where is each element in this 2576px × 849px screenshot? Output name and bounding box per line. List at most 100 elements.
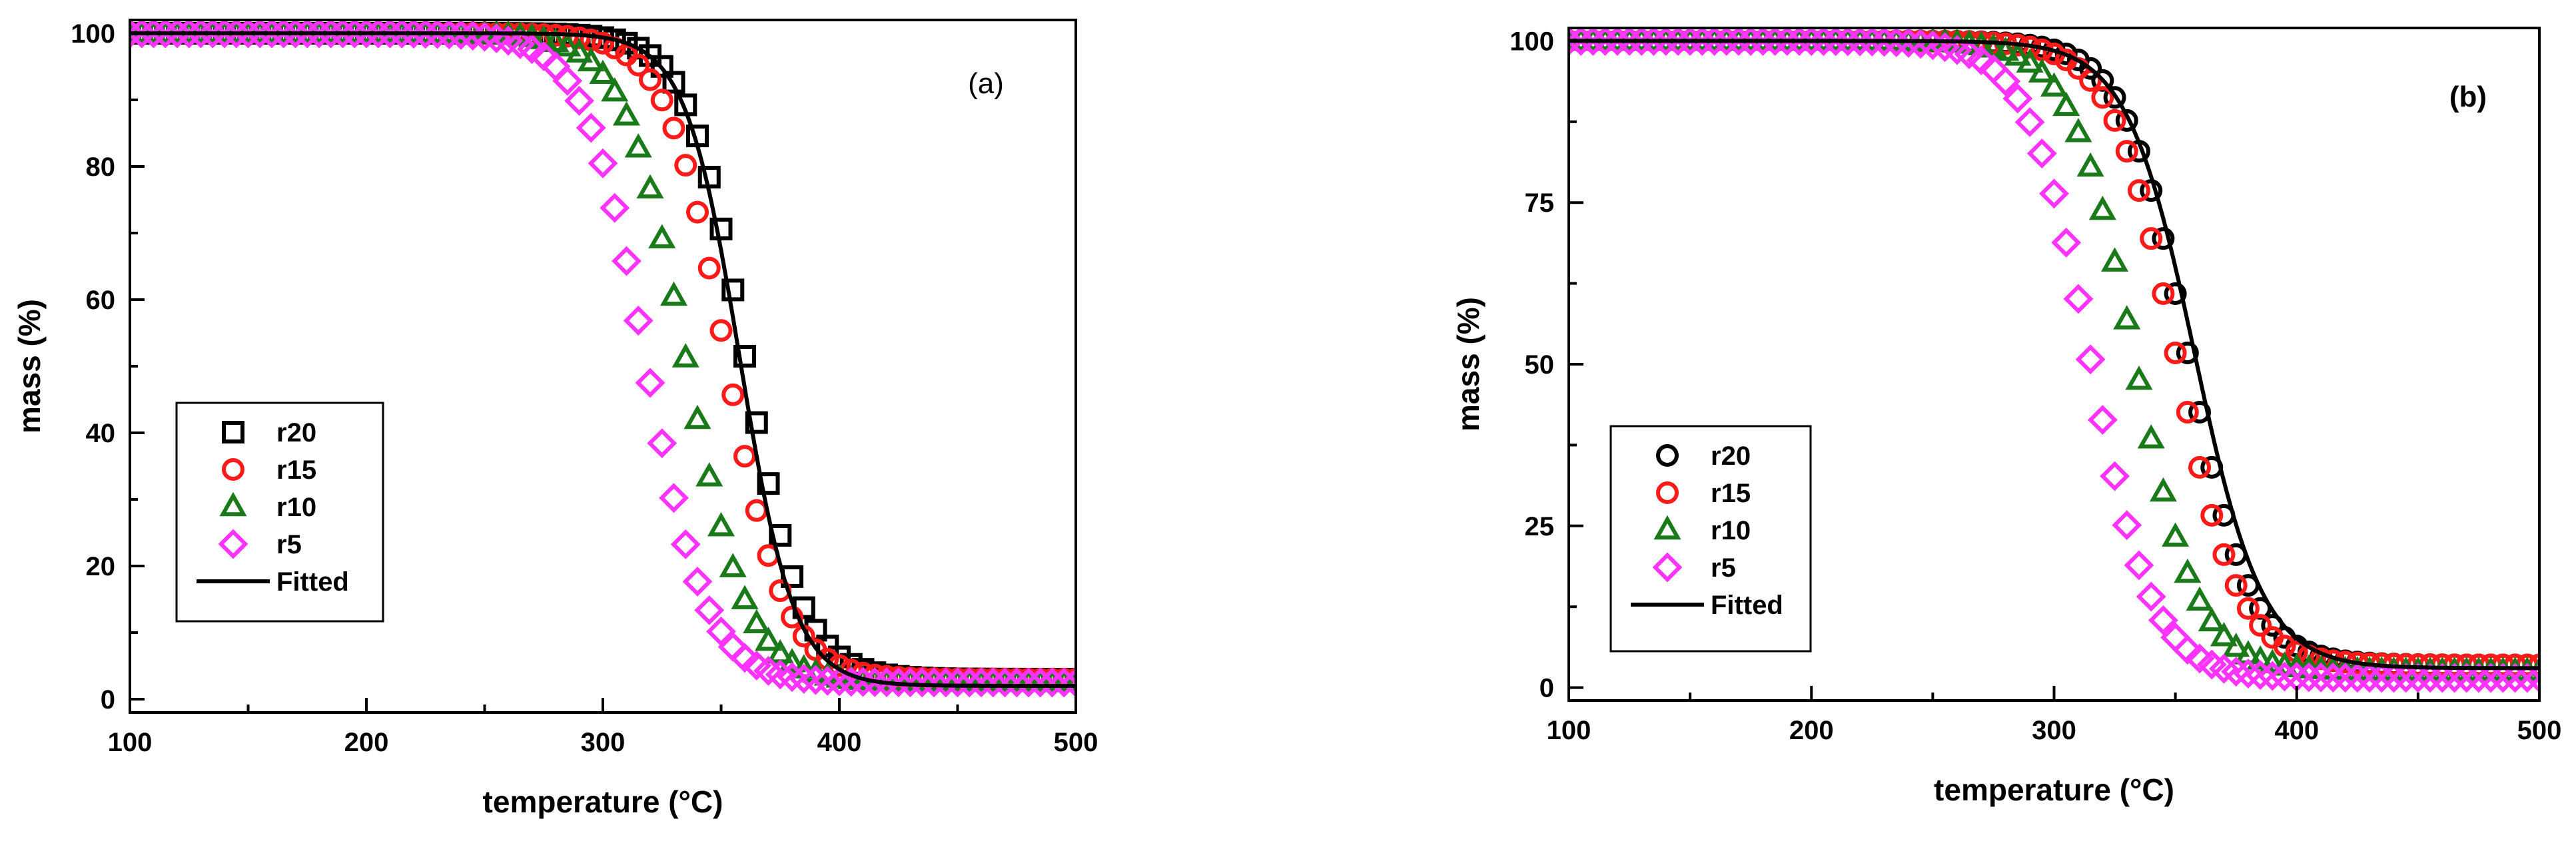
data-point-r15: [662, 117, 685, 140]
data-point-r10: [2186, 586, 2214, 611]
data-point-r5: [1651, 28, 1681, 56]
data-point-r5: [1990, 66, 2021, 97]
y-tick-label: 50: [1525, 350, 1555, 380]
data-point-r10: [577, 47, 605, 72]
data-point-r5: [2294, 662, 2324, 693]
data-point-r5: [256, 20, 287, 49]
legend-marker-r15: [222, 458, 244, 481]
x-axis-title: temperature (°C): [1934, 772, 2174, 807]
data-point-r5: [647, 428, 677, 459]
data-point-r5: [729, 643, 760, 673]
data-point-r10: [2052, 91, 2080, 117]
data-point-r10: [636, 174, 664, 198]
data-point-r5: [2354, 663, 2385, 693]
y-tick-label: 75: [1525, 188, 1555, 218]
data-point-r5: [1699, 28, 1729, 56]
chart-panel-b: 100 200 300 400 500 0 25 50 75 100 temperature (°C…: [1451, 27, 2561, 807]
data-point-r5: [895, 667, 925, 698]
y-tick-label: 0: [1539, 674, 1554, 703]
x-tick-label: 500: [1054, 728, 1098, 757]
data-point-r15: [2164, 342, 2187, 365]
data-point-r10: [2246, 645, 2274, 670]
data-point-r5: [2257, 661, 2288, 691]
data-point-r5: [398, 20, 429, 49]
data-point-r5: [2063, 284, 2094, 314]
data-point-r20: [733, 345, 756, 368]
data-point-r5: [978, 667, 1009, 698]
data-point-r10: [589, 59, 617, 85]
data-point-r5: [386, 20, 417, 49]
data-point-r5: [966, 667, 997, 698]
data-point-r5: [328, 20, 358, 49]
data-point-r5: [2512, 663, 2539, 693]
data-point-r5: [1747, 28, 1778, 56]
data-point-r5: [789, 663, 819, 694]
data-point-r5: [2051, 227, 2082, 258]
data-point-r5: [174, 20, 205, 49]
data-point-r5: [2330, 663, 2361, 693]
data-point-r20: [2079, 57, 2102, 80]
data-point-r10: [2016, 48, 2044, 73]
legend-label: Fitted: [276, 567, 349, 597]
data-point-r5: [1687, 28, 1717, 56]
data-point-r5: [2075, 344, 2106, 375]
x-axis-title: temperature (°C): [483, 784, 723, 819]
data-point-r5: [2500, 663, 2531, 693]
data-point-r5: [2439, 663, 2469, 693]
data-point-r5: [907, 667, 937, 698]
data-point-r5: [824, 666, 855, 697]
data-point-r5: [1796, 28, 1827, 57]
data-point-r5: [2391, 663, 2421, 693]
data-point-r20: [757, 472, 780, 495]
data-point-r5: [2318, 663, 2348, 693]
panel-label: (b): [2449, 81, 2487, 113]
data-point-r15: [592, 31, 614, 55]
data-point-r10: [648, 224, 676, 248]
data-point-r10: [2076, 152, 2104, 177]
data-point-r5: [1857, 28, 1887, 57]
legend-label: r15: [1711, 479, 1751, 508]
data-point-r10: [731, 585, 759, 609]
data-point-r10: [612, 101, 641, 126]
data-point-r5: [1639, 28, 1669, 56]
data-point-r5: [1893, 28, 1924, 58]
data-point-r15: [2236, 597, 2260, 620]
legend-marker-r5: [218, 529, 248, 559]
data-point-r5: [2209, 653, 2239, 684]
data-point-r20: [2176, 342, 2199, 365]
data-point-r5: [2087, 405, 2118, 435]
data-point-r10: [601, 77, 629, 102]
y-tick-label: 0: [101, 685, 115, 714]
panel-label: (a): [968, 67, 1004, 100]
x-tick-label: 200: [1789, 716, 1834, 745]
data-point-r10: [2162, 522, 2190, 547]
x-tick-label: 200: [344, 728, 389, 757]
data-point-r5: [410, 20, 441, 49]
data-point-r5: [1013, 667, 1044, 698]
data-point-r15: [697, 256, 721, 280]
legend: r20 r15 r10 r5 Fitted: [1609, 425, 1812, 653]
data-point-r15: [733, 445, 756, 468]
legend-marker-r10: [219, 491, 247, 517]
data-point-r15: [650, 89, 673, 112]
legend-label: r10: [276, 493, 316, 522]
data-point-r5: [1809, 28, 1839, 57]
data-point-r20: [615, 31, 638, 55]
data-point-r5: [954, 667, 985, 698]
data-point-r20: [2103, 86, 2126, 109]
x-tick-label: 500: [2517, 716, 2562, 745]
y-tick-label: 40: [86, 419, 116, 448]
data-point-r15: [2249, 614, 2272, 637]
legend: r20 r15 r10 r5 Fitted: [175, 402, 384, 623]
data-point-r5: [1821, 28, 1851, 57]
data-point-r15: [2188, 455, 2212, 479]
data-point-r15: [781, 605, 803, 629]
data-point-r10: [542, 27, 570, 53]
data-point-r5: [351, 20, 382, 49]
data-point-r10: [2028, 58, 2056, 83]
x-tick-label: 100: [108, 728, 153, 757]
legend-marker-r15: [1656, 481, 1679, 504]
data-point-r5: [1602, 28, 1633, 56]
data-point-r20: [2152, 227, 2175, 250]
